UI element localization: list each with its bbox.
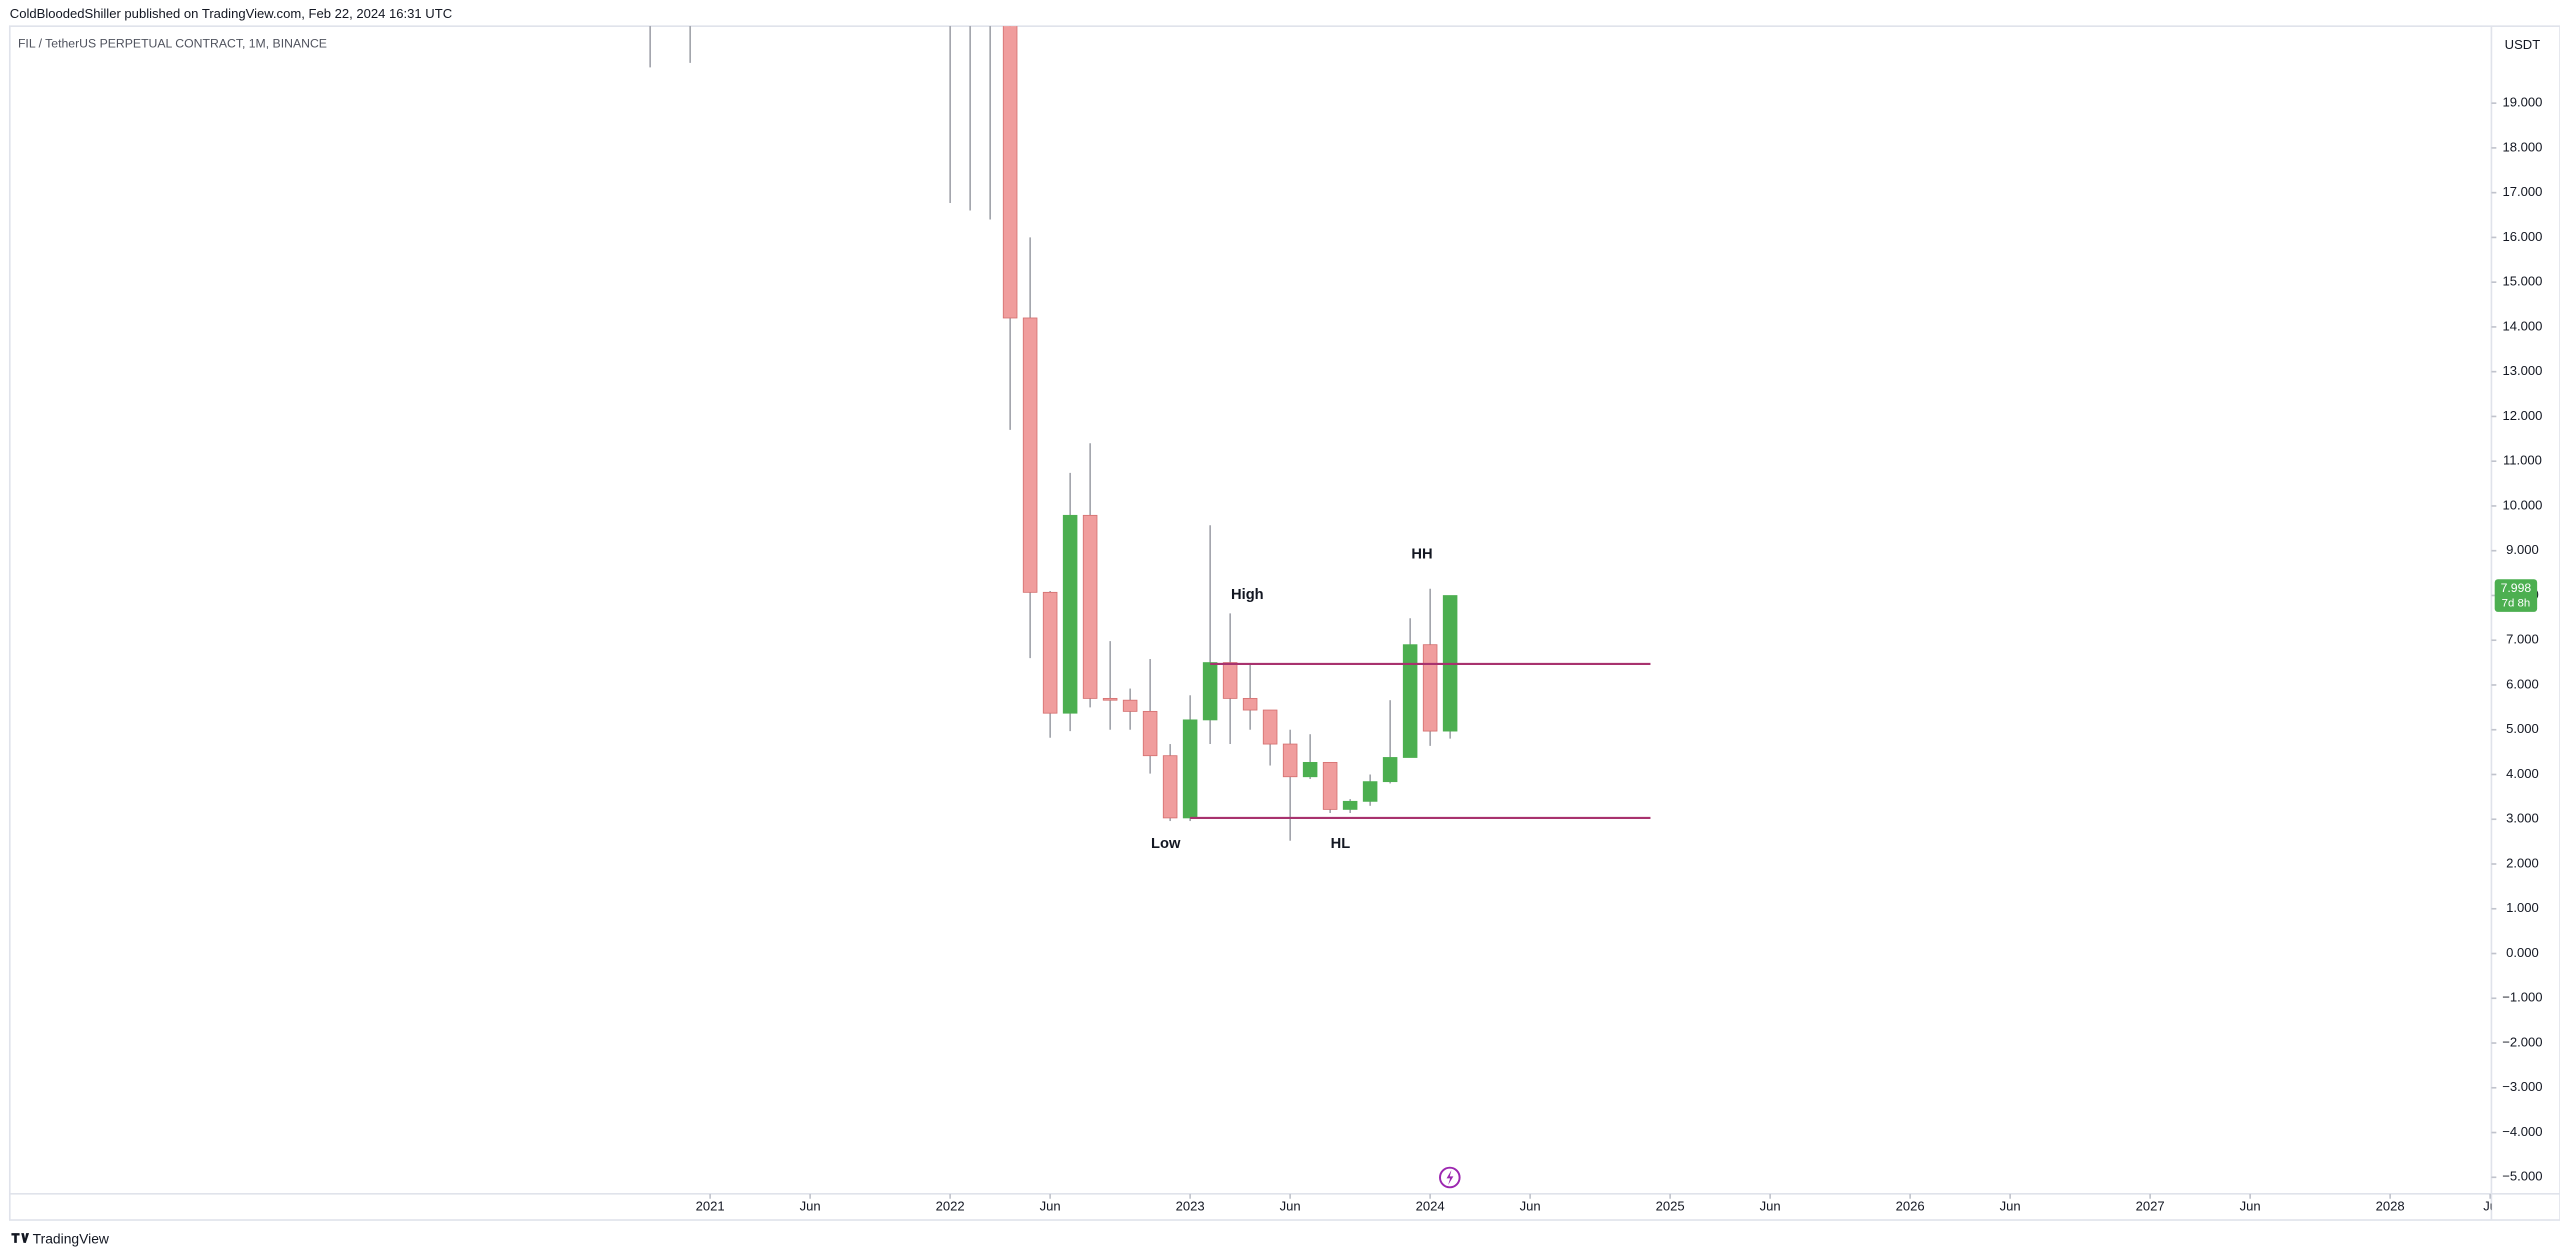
candle-down xyxy=(1322,761,1338,810)
plot: High Low HL HH xyxy=(649,0,1651,852)
y-tick-label: 16.000 xyxy=(2502,229,2542,244)
y-tick-label: 6.000 xyxy=(2506,676,2539,691)
footer-brand: TradingView xyxy=(33,1230,110,1246)
axes: 19.000 18.000 17.000 16.000 15.000 14.000 13.0… xyxy=(696,95,2543,1214)
y-tick-label: 10.000 xyxy=(2502,497,2542,512)
price-tag-label: 7.998 xyxy=(2501,581,2532,595)
x-tick-label: 2022 xyxy=(936,1198,965,1213)
candle-up xyxy=(1402,644,1418,758)
y-tick-label: 18.000 xyxy=(2502,139,2542,154)
x-tick-label: Jun xyxy=(1760,1198,1781,1213)
y-tick-label: −2.000 xyxy=(2502,1034,2542,1049)
y-tick-label: 15.000 xyxy=(2502,274,2542,289)
x-tick-label: Jun xyxy=(800,1198,821,1213)
y-tick-label: 11.000 xyxy=(2503,453,2542,468)
x-tick-label: 2027 xyxy=(2136,1198,2165,1213)
candle-down xyxy=(1042,591,1058,714)
candle-down xyxy=(1262,709,1278,745)
y-tick-label: −5.000 xyxy=(2502,1169,2542,1184)
candle-up xyxy=(1062,514,1078,714)
y-tick-label: 13.000 xyxy=(2502,363,2542,378)
candle-up xyxy=(1362,781,1378,802)
candle-up xyxy=(1382,757,1398,783)
y-tick-label: 2.000 xyxy=(2506,855,2539,870)
y-tick-label: 9.000 xyxy=(2506,542,2539,557)
x-tick-label: 2023 xyxy=(1176,1198,1205,1213)
annotation: HL xyxy=(1331,836,1351,852)
candle-down xyxy=(1082,514,1098,699)
y-tick-label: 19.000 xyxy=(2502,95,2542,110)
y-tick-label: 0.000 xyxy=(2506,945,2539,960)
price-tag xyxy=(2494,579,2538,612)
annotation: Low xyxy=(1151,836,1181,852)
x-tick-label: Ju xyxy=(2483,1198,2497,1213)
y-tick-label: 17.000 xyxy=(2502,184,2542,199)
candle-down xyxy=(1242,697,1258,711)
candle-down xyxy=(1222,662,1238,699)
event-icon xyxy=(1439,1166,1461,1189)
annotation: High xyxy=(1231,587,1264,603)
x-tick-label: 2028 xyxy=(2376,1198,2405,1213)
time-axis: 2021 Jun 2022 Jun 2023 Jun 2024 Jun 2025 Jun 2026 J… xyxy=(696,1193,2497,1213)
candle-up xyxy=(1342,800,1358,810)
x-tick-label: Jun xyxy=(2000,1198,2021,1213)
currency: USDT xyxy=(2505,37,2541,52)
y-tick-label: −1.000 xyxy=(2502,990,2542,1005)
y-tick-label: −3.000 xyxy=(2502,1079,2542,1094)
y-tick-label: 5.000 xyxy=(2506,721,2539,736)
byline: ColdBloodedShiller published on TradingV… xyxy=(10,6,452,21)
candle-down xyxy=(1142,710,1158,757)
candle-down xyxy=(1422,644,1438,732)
y-tick-label: −4.000 xyxy=(2502,1124,2542,1139)
x-tick-label: 2021 xyxy=(696,1198,725,1213)
candle-down xyxy=(983,0,997,14)
y-tick-label: 7.000 xyxy=(2506,632,2539,647)
candle-down xyxy=(1282,743,1298,778)
candle-down xyxy=(1022,317,1038,593)
candle-down xyxy=(1002,26,1018,319)
x-tick-label: 2024 xyxy=(1416,1198,1445,1213)
candle-down xyxy=(1122,699,1138,712)
y-tick-label: 14.000 xyxy=(2502,318,2542,333)
candle-up xyxy=(1302,761,1318,778)
x-tick-label: Jun xyxy=(2240,1198,2261,1213)
x-tick-label: Jun xyxy=(1280,1198,1301,1213)
y-tick-label: 1.000 xyxy=(2506,900,2539,915)
footer-logo xyxy=(11,1233,30,1243)
y-tick-label: 3.000 xyxy=(2506,811,2539,826)
annotation: HH xyxy=(1411,546,1432,562)
x-tick-label: Jun xyxy=(1520,1198,1541,1213)
symbol-info: FIL / TetherUS PERPETUAL CONTRACT, 1M, B… xyxy=(18,36,327,50)
y-tick-label: 4.000 xyxy=(2506,766,2539,781)
y-tick-label: 12.000 xyxy=(2502,408,2542,423)
candle-down xyxy=(1162,755,1178,819)
countdown: 7d 8h xyxy=(2502,598,2531,610)
candle-down xyxy=(1102,697,1118,701)
frame xyxy=(8,25,2560,1221)
x-tick-label: Jun xyxy=(1040,1198,1061,1213)
x-tick-label: 2026 xyxy=(1896,1198,1925,1213)
candle-up xyxy=(1182,719,1198,819)
x-tick-label: 2025 xyxy=(1656,1198,1685,1213)
candle-up xyxy=(1202,662,1218,721)
